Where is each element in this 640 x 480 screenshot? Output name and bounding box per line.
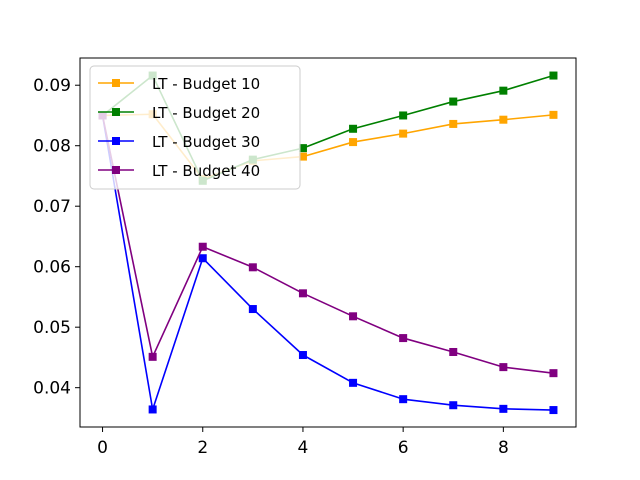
data-point-marker [549,406,558,415]
data-point-marker [349,378,358,387]
series-4 [98,111,558,378]
data-point-marker [298,144,307,153]
legend-box [89,65,301,190]
legend-item-3: LT - Budget 30 [98,133,260,151]
series-line [101,115,554,374]
data-point-marker [499,404,508,413]
data-point-marker [148,352,157,361]
series-line [101,115,554,411]
data-point-marker [198,254,207,263]
axes-layer: 0 2 4 6 8 0.04 0.05 0.06 0.07 0.08 0.09 [33,57,577,458]
data-point-marker [248,263,257,272]
data-point-marker [449,119,458,128]
data-point-marker [499,115,508,124]
data-point-marker [449,401,458,410]
legend-label: LT - Budget 40 [152,162,260,180]
data-point-marker [399,111,408,120]
x-tick-label: 4 [298,438,309,458]
legend-label: LT - Budget 30 [152,133,260,151]
legend-marker [112,108,120,116]
legend-marker [112,166,120,174]
data-point-marker [549,369,558,378]
x-tick-label: 8 [498,438,509,458]
legend-label: LT - Budget 20 [152,104,260,122]
y-tick-label: 0.05 [33,318,71,338]
data-point-marker [549,71,558,80]
data-point-marker [248,305,257,314]
data-point-marker [349,312,358,321]
data-point-marker [549,110,558,119]
data-point-marker [198,242,207,251]
data-point-marker [449,97,458,106]
x-tick-label: 6 [398,438,409,458]
legend-item-2: LT - Budget 20 [98,104,260,122]
y-tick-label: 0.07 [33,197,71,217]
y-tick-label: 0.04 [33,379,71,399]
data-point-marker [298,289,307,298]
x-tick-label: 2 [197,438,208,458]
legend-marker [112,137,120,145]
legend: LT - Budget 10 LT - Budget 20 LT - Budget … [89,65,301,190]
axes-frame [79,57,577,428]
data-point-marker [499,363,508,372]
legend-item-4: LT - Budget 40 [98,162,260,180]
data-point-marker [399,129,408,138]
y-tick-label: 0.09 [33,76,71,96]
data-point-marker [499,86,508,95]
x-tick-label: 0 [97,438,108,458]
legend-item-1: LT - Budget 10 [98,75,260,93]
data-point-marker [349,138,358,147]
data-point-marker [449,347,458,356]
y-tick-label: 0.08 [33,137,71,157]
legend-marker [112,79,120,87]
data-point-marker [399,395,408,404]
data-point-marker [148,405,157,414]
legend-label: LT - Budget 10 [152,75,260,93]
data-point-marker [298,351,307,360]
y-tick-label: 0.06 [33,258,71,278]
data-point-marker [298,152,307,161]
data-point-marker [349,124,358,133]
data-point-marker [399,334,408,343]
